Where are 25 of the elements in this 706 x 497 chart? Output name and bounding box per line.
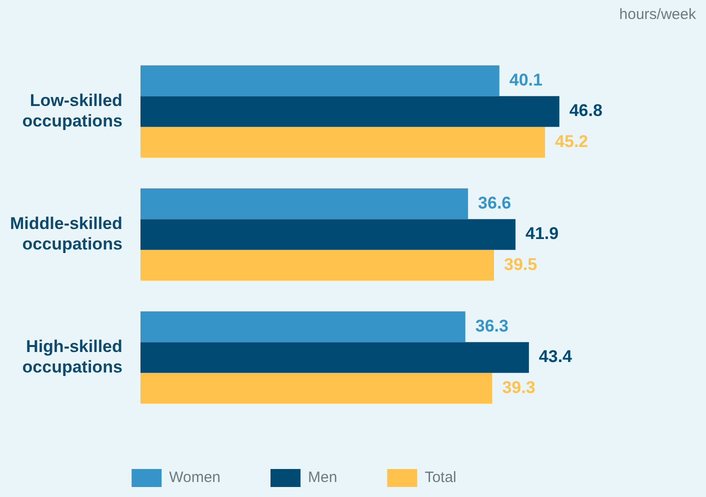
data-label: 36.3 xyxy=(475,316,508,336)
data-label: 41.9 xyxy=(525,224,559,244)
bar xyxy=(140,250,494,281)
legend-label: Total xyxy=(424,469,456,486)
bar xyxy=(140,219,516,250)
data-label: 39.3 xyxy=(502,378,536,397)
data-label: 36.6 xyxy=(478,193,512,212)
bar xyxy=(140,96,560,127)
text: hours/week xyxy=(619,6,696,23)
data-label: 43.4 xyxy=(538,347,573,366)
data-label: 45.2 xyxy=(555,132,588,151)
bar xyxy=(140,65,500,96)
y-tick-label: High-skilled occupations xyxy=(22,336,122,376)
data-label: 46.8 xyxy=(569,101,602,120)
data-label: 39.5 xyxy=(504,254,538,274)
legend-label: Women xyxy=(169,469,221,486)
bar xyxy=(140,342,529,373)
legend-label: Men xyxy=(308,469,338,486)
bar xyxy=(140,311,466,342)
bar xyxy=(140,126,546,158)
data-label: 40.1 xyxy=(509,70,542,90)
bar xyxy=(140,188,468,220)
y-tick-label: Low-skilled occupations xyxy=(22,90,122,130)
bar xyxy=(140,372,492,404)
y-tick-label: Middle-skilled occupations xyxy=(10,214,122,254)
